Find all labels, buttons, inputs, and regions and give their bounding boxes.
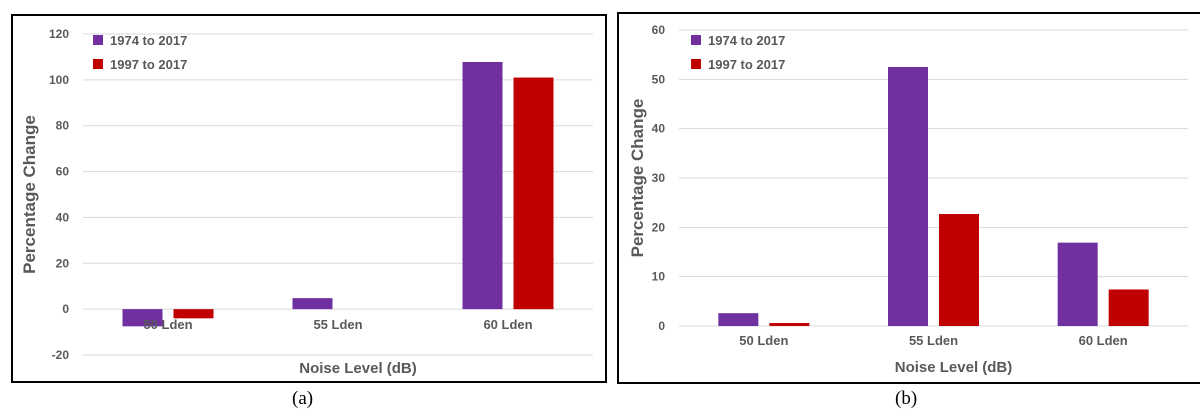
chart-a: -20 0 20 40 60 80 100 120 50 Lden 55 Lden 60 Lden N… bbox=[20, 27, 593, 377]
bar-b-1-2 bbox=[1108, 289, 1149, 326]
y-tick-label: 80 bbox=[56, 119, 70, 133]
bar-b-0-1 bbox=[888, 67, 928, 326]
chart-b: 0 10 20 30 40 50 60 50 Lden 55 Lden 60 Lden Noise … bbox=[628, 23, 1188, 376]
bar-a-1-0 bbox=[173, 309, 214, 319]
legend-swatch-0 bbox=[93, 35, 103, 45]
y-tick-label: 40 bbox=[652, 122, 666, 136]
y-tick-label: 60 bbox=[56, 165, 70, 179]
x-tick-label: 60 Lden bbox=[1079, 333, 1128, 348]
x-tick-label: 60 Lden bbox=[483, 317, 532, 332]
bar-b-1-1 bbox=[939, 214, 979, 326]
legend-swatch-1 bbox=[691, 59, 701, 69]
bar-a-0-1 bbox=[292, 298, 333, 310]
y-axis-title: Percentage Change bbox=[20, 115, 39, 274]
legend-label-1: 1997 to 2017 bbox=[110, 57, 187, 72]
y-tick-label: 20 bbox=[652, 220, 666, 234]
x-tick-label: 50 Lden bbox=[143, 317, 192, 332]
bar-a-0-2 bbox=[462, 61, 503, 310]
legend-label-0: 1974 to 2017 bbox=[110, 33, 187, 48]
y-tick-label: 40 bbox=[56, 210, 70, 224]
bar-a-1-2 bbox=[513, 77, 554, 310]
x-tick-label: 55 Lden bbox=[909, 333, 958, 348]
x-axis-title: Noise Level (dB) bbox=[299, 360, 417, 377]
x-axis-title: Noise Level (dB) bbox=[895, 359, 1013, 376]
legend-swatch-1 bbox=[93, 59, 103, 69]
x-tick-label: 50 Lden bbox=[739, 333, 788, 348]
y-tick-label: 0 bbox=[62, 302, 69, 316]
caption-b: (b) bbox=[895, 388, 918, 409]
legend-swatch-0 bbox=[691, 35, 701, 45]
y-axis-title: Percentage Change bbox=[628, 99, 647, 258]
y-tick-label: 60 bbox=[652, 23, 666, 37]
x-tick-label: 55 Lden bbox=[313, 317, 362, 332]
y-tick-label: 20 bbox=[56, 256, 70, 270]
chart-panel-b: 0 10 20 30 40 50 60 50 Lden 55 Lden 60 Lden Noise … bbox=[617, 12, 1200, 384]
y-tick-label: 120 bbox=[49, 27, 69, 41]
legend-label-0: 1974 to 2017 bbox=[708, 33, 785, 48]
chart-panel-a: -20 0 20 40 60 80 100 120 50 Lden 55 Lden 60 Lden N… bbox=[11, 14, 607, 383]
legend-label-1: 1997 to 2017 bbox=[708, 57, 785, 72]
y-tick-label: 100 bbox=[49, 73, 69, 87]
y-tick-label: -20 bbox=[52, 348, 70, 362]
caption-a: (a) bbox=[292, 388, 314, 409]
y-tick-label: 10 bbox=[652, 270, 666, 284]
bar-a-0-0 bbox=[122, 309, 163, 327]
bar-b-0-2 bbox=[1057, 242, 1098, 326]
y-tick-label: 0 bbox=[658, 319, 665, 333]
y-tick-label: 50 bbox=[652, 72, 666, 86]
bar-b-0-0 bbox=[718, 313, 759, 326]
bar-b-1-0 bbox=[769, 323, 810, 326]
y-tick-label: 30 bbox=[652, 171, 666, 185]
